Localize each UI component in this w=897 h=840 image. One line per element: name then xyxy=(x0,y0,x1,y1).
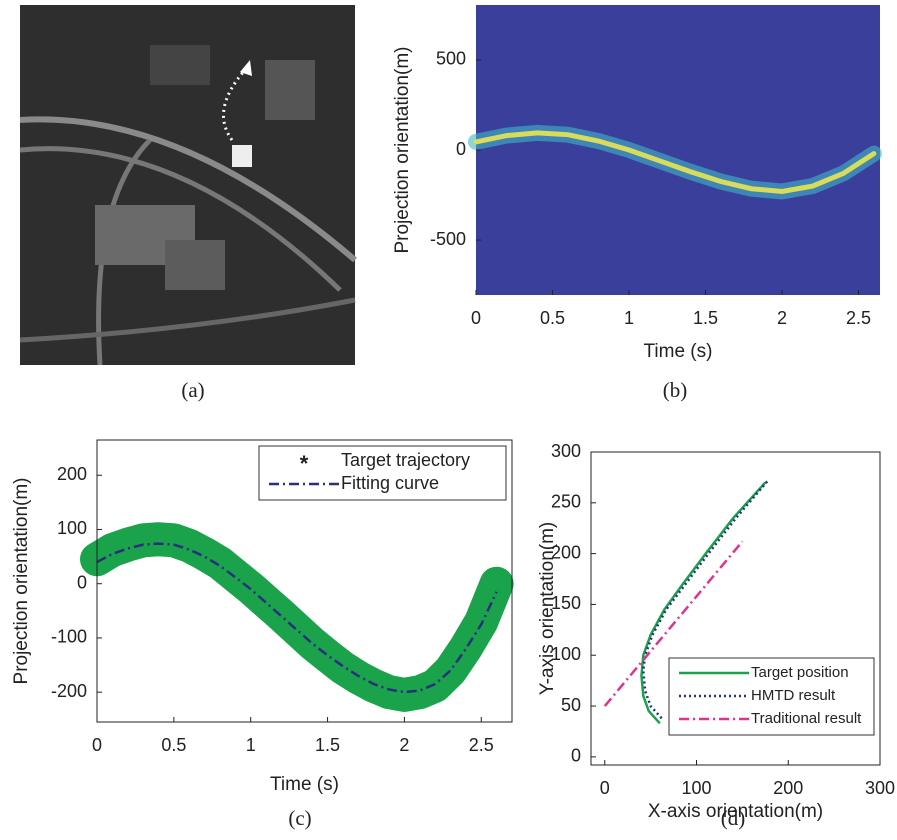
y-tick-label: 100 xyxy=(551,644,581,664)
x-tick-label: 1.5 xyxy=(315,735,340,755)
y-tick-label: 0 xyxy=(456,139,466,159)
legend-marker: * xyxy=(300,451,309,476)
legend-box xyxy=(258,445,507,501)
road xyxy=(19,146,342,292)
caption: (c) xyxy=(288,806,311,830)
x-tick-label: 300 xyxy=(865,778,895,798)
y-tick-label: 250 xyxy=(551,492,581,512)
legend-label: Fitting curve xyxy=(341,473,439,493)
y-tick-label: 200 xyxy=(57,464,87,484)
building xyxy=(150,45,210,85)
x-tick-label: 2.5 xyxy=(469,735,494,755)
vehicle xyxy=(232,145,252,167)
y-tick-label: 0 xyxy=(571,746,581,766)
caption: (d) xyxy=(721,806,746,830)
y-tick-label: 500 xyxy=(436,49,466,69)
y-tick-label: 200 xyxy=(551,542,581,562)
y-tick-label: 150 xyxy=(551,593,581,613)
series-line xyxy=(603,540,744,707)
y-tick-label: 100 xyxy=(57,518,87,538)
legend-box xyxy=(668,657,875,736)
x-tick-label: 0 xyxy=(471,308,481,328)
x-tick-label: 0 xyxy=(600,778,610,798)
x-tick-label: 2 xyxy=(399,735,409,755)
x-tick-label: 100 xyxy=(681,778,711,798)
series-line xyxy=(80,522,514,712)
x-axis-label: Time (s) xyxy=(644,341,713,362)
plot-frame xyxy=(96,439,513,723)
y-axis-label: Projection orientation(m) xyxy=(392,47,413,254)
caption: (a) xyxy=(181,378,204,402)
legend-label: HMTD result xyxy=(751,687,836,704)
x-tick-label: 1.5 xyxy=(693,308,718,328)
x-axis-label: Time (s) xyxy=(270,774,339,795)
series-line xyxy=(96,542,498,694)
y-axis-label: Y-axis orientation(m) xyxy=(537,522,558,696)
y-tick-label: -200 xyxy=(51,681,87,701)
y-axis-label: Projection orientation(m) xyxy=(11,478,32,685)
x-tick-label: 1 xyxy=(624,308,634,328)
legend-label: Target trajectory xyxy=(341,450,470,470)
plot-frame xyxy=(590,451,881,766)
vehicle-path xyxy=(222,69,247,141)
x-axis-label: X-axis orientation(m) xyxy=(648,801,823,822)
legend-label: Traditional result xyxy=(751,710,862,727)
x-tick-label: 0.5 xyxy=(161,735,186,755)
building xyxy=(265,60,315,120)
arrow-head xyxy=(240,60,252,76)
y-tick-label: -500 xyxy=(430,229,466,249)
x-tick-label: 0.5 xyxy=(540,308,565,328)
x-tick-label: 0 xyxy=(92,735,102,755)
building xyxy=(165,240,225,290)
y-tick-label: 50 xyxy=(561,695,581,715)
x-tick-label: 200 xyxy=(773,778,803,798)
x-tick-label: 2.5 xyxy=(846,308,871,328)
plot-area xyxy=(476,5,880,295)
road xyxy=(19,116,357,263)
y-tick-label: 300 xyxy=(551,441,581,461)
ridge xyxy=(473,130,877,194)
caption: (b) xyxy=(663,378,688,402)
legend-label: Target position xyxy=(751,664,849,681)
y-tick-label: -100 xyxy=(51,627,87,647)
series-line xyxy=(640,481,767,725)
series-line xyxy=(642,479,770,720)
aerial-image xyxy=(19,5,357,366)
y-tick-label: 0 xyxy=(77,572,87,592)
x-tick-label: 2 xyxy=(777,308,787,328)
road xyxy=(19,297,356,343)
x-tick-label: 1 xyxy=(246,735,256,755)
